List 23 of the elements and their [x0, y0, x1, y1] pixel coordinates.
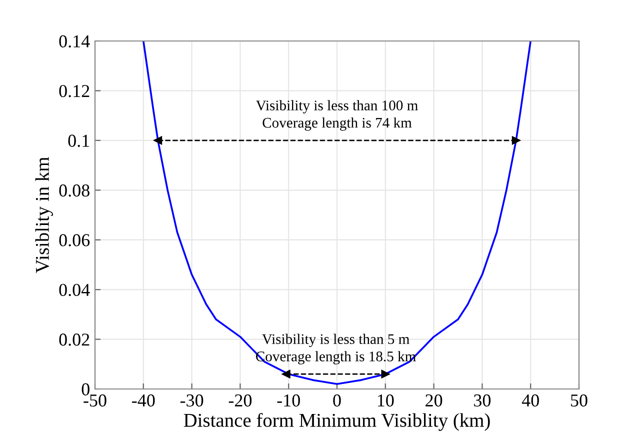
x-tick-label: 30 [474, 394, 491, 407]
x-axis-title: Distance form Minimum Visiblity (km) [184, 413, 490, 431]
x-tick-label: -30 [180, 394, 204, 407]
annotation: Visibility is less than 100 m Coverage length is 74 km [256, 100, 418, 131]
x-tick-label: -20 [228, 394, 252, 407]
y-tick-label: 0.1 [68, 134, 90, 147]
y-tick-label: 0.02 [59, 334, 90, 346]
x-tick-label: 20 [426, 394, 442, 407]
y-tick-label: 0.08 [59, 184, 90, 197]
y-tick-label: 0.04 [59, 284, 90, 296]
y-tick-label: 0.12 [59, 84, 90, 98]
y-axis-title: Visiblity in km [35, 157, 53, 274]
x-tick-label: -10 [277, 394, 300, 407]
line-series [142, 41, 532, 385]
y-tick-label: 0.14 [59, 35, 90, 48]
x-tick-label: -40 [132, 394, 155, 407]
x-tick-label: 40 [522, 394, 539, 407]
x-tick-label: -50 [84, 394, 106, 407]
x-tick-label: 0 [333, 394, 341, 407]
y-tick-label: 0.06 [59, 234, 90, 246]
y-tick-label: 0 [82, 383, 90, 396]
x-tick-label: 10 [378, 394, 394, 407]
x-tick-label: 50 [571, 394, 588, 407]
